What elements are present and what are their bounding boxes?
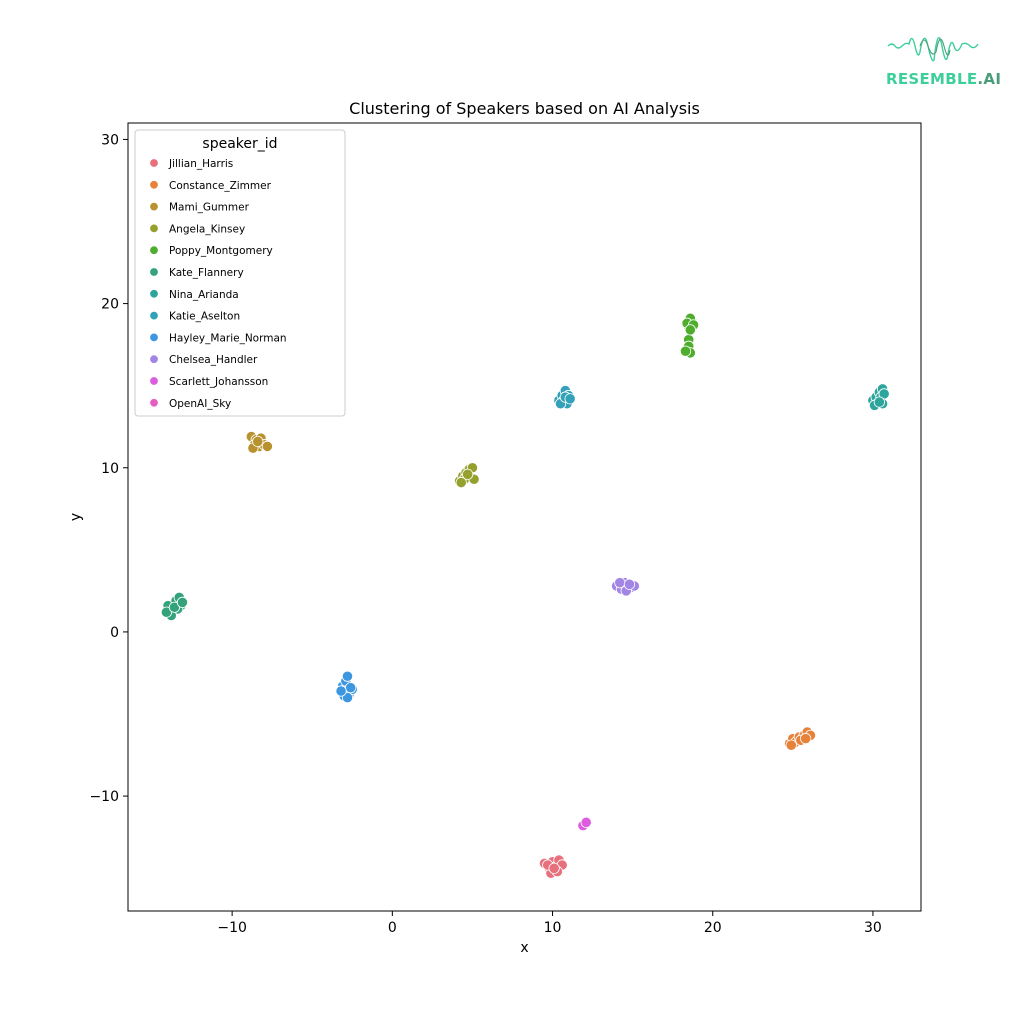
legend-marker-kate-flannery [149, 267, 159, 277]
point-hayley-marie-norman-2 [341, 670, 354, 682]
y-tick-label: −10 [89, 789, 119, 805]
legend-marker-hayley-marie-norman [149, 332, 159, 342]
legend-label-angela-kinsey: Angela_Kinsey [169, 223, 245, 235]
legend-marker-constance-zimmer [149, 180, 159, 190]
x-axis-label: x [520, 940, 528, 956]
point-mami-gummer-6 [261, 440, 273, 453]
legend-label-openai-sky: OpenAI_Sky [169, 398, 231, 410]
point-kate-flannery-8 [168, 601, 181, 613]
resemble-ai-logo: RESEMBLE.AI [880, 22, 1001, 94]
legend-marker-poppy-montgomery [149, 245, 159, 255]
legend-marker-mami-gummer [149, 202, 159, 212]
point-jillian-harris-9 [548, 862, 560, 874]
point-angela-kinsey-7 [455, 476, 467, 489]
x-axis: −10 0 10 20 30 [217, 911, 882, 936]
logo-wordmark: RESEMBLE.AI [886, 70, 1001, 88]
legend-marker-openai-sky [149, 398, 159, 408]
x-tick-label: 0 [388, 920, 397, 936]
chart-title: Clustering of Speakers based on AI Analy… [349, 99, 700, 118]
point-hayley-marie-norman-9 [335, 685, 347, 697]
legend-label-hayley-marie-norman: Hayley_Marie_Norman [169, 332, 287, 344]
legend-label-poppy-montgomery: Poppy_Montgomery [169, 245, 273, 257]
y-tick-label: 0 [110, 625, 119, 641]
point-constance-zimmer-8 [785, 739, 797, 751]
legend-label-chelsea-handler: Chelsea_Handler [169, 354, 258, 366]
legend-label-mami-gummer: Mami_Gummer [169, 202, 250, 214]
point-constance-zimmer-9 [800, 733, 812, 745]
x-tick-label: 20 [704, 920, 722, 936]
legend-label-kate-flannery: Kate_Flannery [169, 267, 244, 279]
point-angela-kinsey-8 [462, 468, 474, 480]
x-tick-label: 30 [864, 920, 882, 936]
point-mami-gummer-8 [252, 435, 264, 448]
y-tick-label: 20 [101, 297, 119, 313]
legend-marker-scarlett-johansson [149, 376, 159, 386]
point-kate-flannery-7 [160, 606, 173, 618]
point-poppy-montgomery-8 [679, 345, 692, 357]
legend-marker-nina-arianda [149, 289, 159, 299]
legend-label-constance-zimmer: Constance_Zimmer [169, 180, 272, 192]
y-axis: −10 0 10 20 30 [89, 132, 128, 805]
point-kate-flannery-9 [176, 596, 189, 608]
legend-label-scarlett-johansson: Scarlett_Johansson [169, 376, 268, 388]
y-axis-label: y [68, 513, 84, 521]
legend-box [134, 129, 346, 417]
point-poppy-montgomery-9 [684, 324, 696, 336]
point-hayley-marie-norman-7 [345, 682, 357, 694]
plot-area [127, 122, 922, 912]
legend-label-jillian-harris: Jillian_Harris [168, 158, 233, 170]
legend: speaker_id Jillian_Harris Constance_Zimme… [134, 129, 346, 417]
y-tick-label: 10 [101, 461, 119, 477]
x-tick-label: −10 [217, 920, 247, 936]
points-layer [160, 312, 890, 879]
waveform-icon [887, 36, 979, 62]
legend-title: speaker_id [202, 136, 277, 152]
point-katie-aselton-8 [564, 393, 576, 405]
legend-label-katie-aselton: Katie_Aselton [169, 311, 240, 323]
logo-text-main: RESEMBLE [886, 70, 978, 88]
y-tick-label: 30 [101, 132, 119, 148]
legend-marker-angela-kinsey [149, 223, 159, 233]
legend-marker-katie-aselton [149, 311, 159, 321]
legend-marker-chelsea-handler [149, 354, 159, 364]
legend-label-nina-arianda: Nina_Arianda [169, 289, 239, 301]
logo-text-suffix: .AI [977, 70, 1002, 88]
x-tick-label: 10 [544, 920, 562, 936]
point-scarlett-johansson-1 [580, 816, 592, 828]
point-chelsea-handler-8 [623, 578, 636, 590]
legend-marker-jillian-harris [149, 158, 159, 168]
point-nina-arianda-9 [873, 396, 885, 408]
point-chelsea-handler-7 [614, 577, 626, 589]
